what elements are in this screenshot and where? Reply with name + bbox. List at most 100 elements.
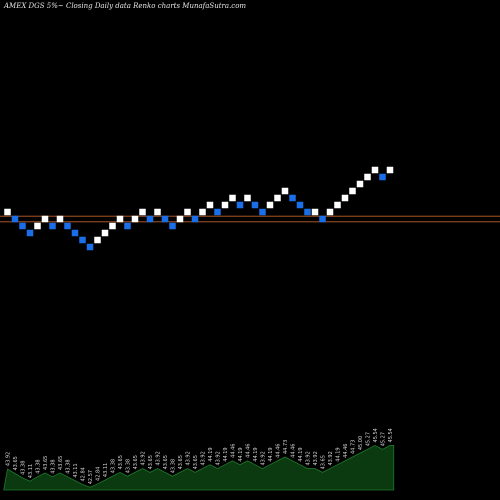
down-brick [259, 208, 266, 216]
up-brick [176, 215, 184, 223]
volume-value-label: 43.38 [171, 459, 177, 473]
up-brick [349, 187, 356, 195]
volume-value-label: 44.73 [351, 440, 357, 454]
down-brick [214, 208, 221, 216]
volume-value-label: 44.46 [276, 444, 282, 458]
up-brick [101, 229, 109, 237]
up-brick [326, 208, 334, 216]
volume-value-label: 43.65 [178, 455, 184, 469]
volume-value-label: 43.92 [306, 451, 312, 465]
volume-value-label: 43.11 [28, 464, 34, 478]
volume-value-label: 43.38 [21, 461, 27, 475]
volume-value-label: 43.38 [36, 459, 42, 473]
up-brick [266, 201, 274, 209]
volume-value-label: 43.65 [321, 455, 327, 469]
up-brick [341, 194, 349, 202]
volume-value-label: 42.84 [81, 467, 87, 481]
down-brick [161, 215, 169, 223]
down-brick [379, 173, 386, 181]
up-brick [386, 166, 394, 174]
down-brick [304, 208, 311, 216]
up-brick [206, 201, 214, 209]
down-brick [169, 222, 176, 230]
volume-value-label: 44.19 [253, 447, 259, 461]
up-brick [116, 215, 124, 223]
up-brick [94, 236, 101, 244]
volume-value-label: 43.92 [156, 451, 162, 465]
up-brick [244, 194, 251, 202]
volume-value-label: 43.92 [6, 452, 12, 466]
volume-value-label: 44.73 [283, 440, 289, 454]
volume-value-label: 42.84 [96, 467, 102, 481]
down-brick [236, 201, 244, 209]
up-brick [139, 208, 146, 216]
volume-value-label: 43.65 [118, 455, 124, 469]
down-brick [319, 215, 326, 223]
volume-value-label: 43.65 [13, 456, 19, 470]
down-brick [19, 222, 26, 230]
down-brick [296, 201, 304, 209]
volume-value-label: 42.57 [88, 470, 94, 484]
volume-value-label: 43.65 [58, 456, 64, 470]
volume-value-label: 44.46 [291, 444, 297, 458]
volume-value-label: 43.65 [133, 455, 139, 469]
down-brick [64, 222, 71, 230]
down-brick [191, 215, 199, 223]
volume-value-label: 43.11 [73, 463, 79, 477]
volume-value-label: 43.92 [216, 451, 222, 465]
up-brick [34, 222, 41, 230]
up-brick [311, 208, 319, 216]
volume-value-label: 43.65 [163, 455, 169, 469]
down-brick [251, 201, 259, 209]
volume-value-label: 43.65 [43, 456, 49, 470]
volume-value-label: 43.38 [111, 459, 117, 473]
volume-value-label: 45.54 [373, 428, 379, 442]
up-brick [281, 187, 289, 195]
up-brick [4, 208, 11, 216]
volume-value-label: 43.38 [51, 459, 57, 473]
up-brick [274, 194, 281, 202]
volume-value-label: 43.65 [148, 455, 154, 469]
volume-value-label: 45.54 [388, 428, 394, 442]
up-brick [184, 208, 191, 216]
volume-area [3, 445, 395, 491]
chart-title: AMEX DGS 5%~ Closing Daily data Renko ch… [4, 2, 247, 10]
volume-value-label: 43.92 [313, 451, 319, 465]
volume-value-label: 44.46 [246, 444, 252, 458]
volume-value-label: 43.11 [103, 463, 109, 477]
up-brick [364, 173, 371, 181]
volume-value-label: 44.19 [336, 447, 342, 461]
up-brick [109, 222, 116, 230]
volume-value-label: 44.46 [231, 444, 237, 458]
volume-value-label: 45.27 [366, 432, 372, 446]
volume-value-label: 44.19 [238, 447, 244, 461]
up-brick [371, 166, 379, 174]
volume-value-label: 43.92 [201, 451, 207, 465]
down-brick [11, 215, 19, 223]
down-brick [86, 243, 94, 251]
volume-value-label: 44.19 [223, 447, 229, 461]
up-brick [229, 194, 236, 202]
volume-value-label: 44.19 [208, 447, 214, 461]
volume-value-label: 43.92 [141, 451, 147, 465]
down-brick [71, 229, 79, 237]
down-brick [146, 215, 154, 223]
up-brick [154, 208, 161, 216]
volume-value-label: 43.38 [126, 459, 132, 473]
up-brick [334, 201, 341, 209]
volume-value-label: 43.38 [66, 459, 72, 473]
down-brick [124, 222, 131, 230]
volume-value-label: 45.27 [381, 432, 387, 446]
up-brick [56, 215, 64, 223]
up-brick [131, 215, 139, 223]
volume-value-label: 45.00 [358, 436, 364, 450]
volume-value-label: 43.65 [193, 455, 199, 469]
up-brick [41, 215, 49, 223]
volume-value-label: 44.19 [298, 447, 304, 461]
up-brick [221, 201, 229, 209]
volume-value-label: 43.92 [328, 451, 334, 465]
down-brick [49, 222, 56, 230]
up-brick [356, 180, 364, 188]
